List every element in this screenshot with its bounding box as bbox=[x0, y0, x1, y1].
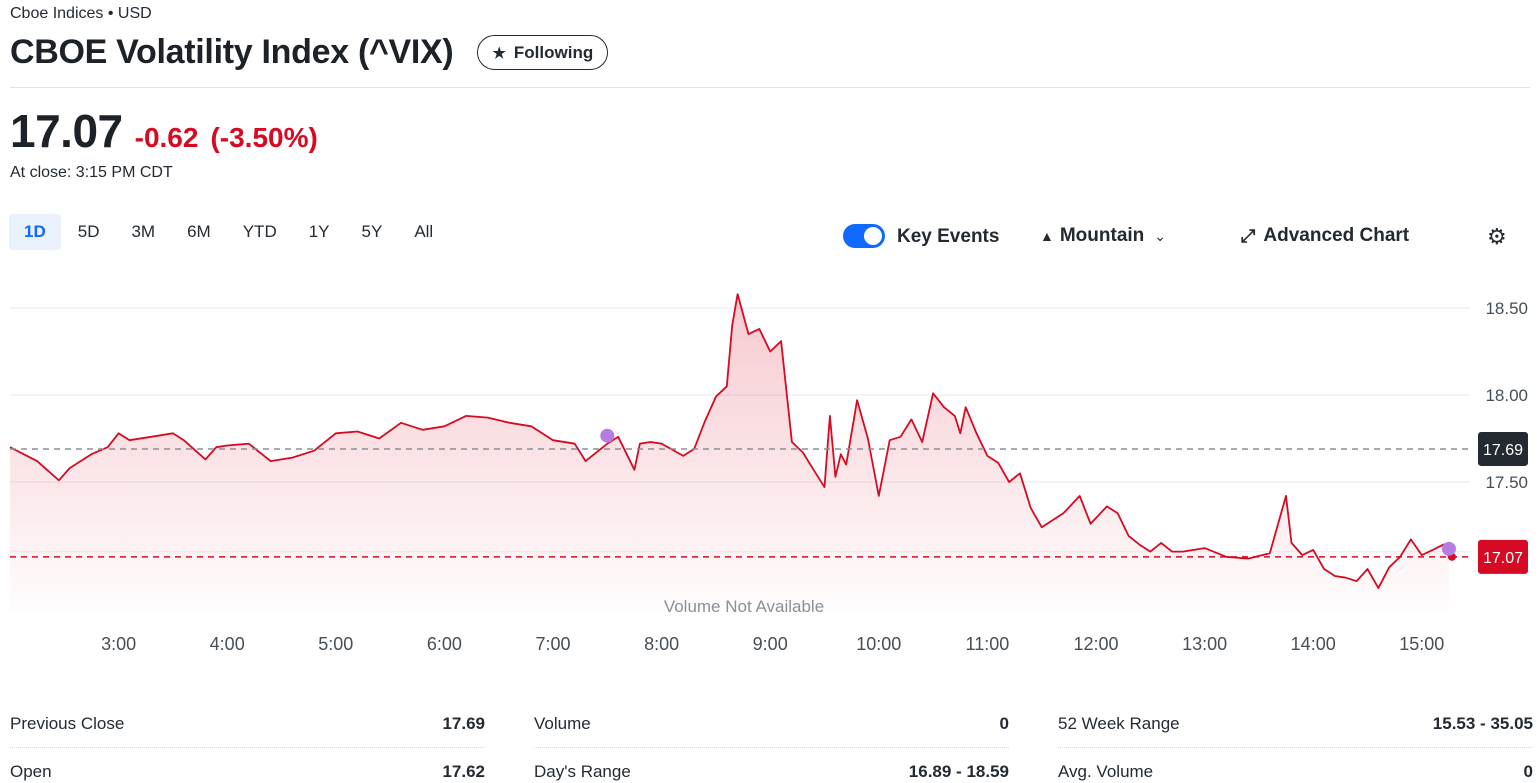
price-change-percent: (-3.50%) bbox=[210, 122, 318, 153]
chart-type-label: Mountain bbox=[1059, 225, 1145, 246]
y-tick-label: 17.50 bbox=[1485, 473, 1528, 492]
x-tick-label: 13:00 bbox=[1182, 634, 1227, 654]
previous-close-label: 17.69 bbox=[1483, 442, 1523, 459]
range-1y[interactable]: 1Y bbox=[308, 222, 330, 241]
advanced-chart-button[interactable]: ⤢ Advanced Chart bbox=[1241, 225, 1409, 247]
x-tick-label: 6:00 bbox=[427, 634, 462, 654]
key-events-label[interactable]: Key Events bbox=[897, 226, 1000, 247]
x-tick-label: 12:00 bbox=[1073, 634, 1118, 654]
volume-not-available: Volume Not Available bbox=[664, 597, 824, 616]
stats-column: Volume 0 Day's Range 16.89 - 18.59 bbox=[534, 700, 1009, 783]
stat-value: 15.53 - 35.05 bbox=[1432, 713, 1533, 733]
chart-type-dropdown[interactable]: ▲ Mountain ⌄ bbox=[1040, 225, 1166, 247]
stat-label: Volume bbox=[534, 713, 591, 733]
y-tick-label: 18.50 bbox=[1485, 299, 1528, 318]
y-tick-label: 18.00 bbox=[1485, 386, 1528, 405]
stat-label: Open bbox=[10, 761, 52, 781]
chevron-down-icon: ⌄ bbox=[1154, 227, 1167, 244]
page-title: CBOE Volatility Index (^VIX) bbox=[10, 33, 454, 71]
stat-row: 52 Week Range 15.53 - 35.05 bbox=[1058, 700, 1533, 748]
header-divider bbox=[10, 87, 1530, 88]
stat-row: Volume 0 bbox=[534, 700, 1009, 748]
range-1d[interactable]: 1D bbox=[9, 214, 61, 250]
stat-value: 17.62 bbox=[442, 761, 485, 781]
gear-icon[interactable]: ⚙ bbox=[1487, 224, 1507, 249]
stat-label: Previous Close bbox=[10, 713, 125, 733]
key-events-toggle[interactable] bbox=[843, 224, 885, 248]
following-label: Following bbox=[513, 42, 594, 62]
previous-close-badge bbox=[1478, 431, 1528, 466]
stat-value: 17.69 bbox=[442, 713, 485, 733]
price-area bbox=[10, 294, 1449, 610]
last-price-label: 17.07 bbox=[1483, 550, 1523, 567]
range-5d[interactable]: 5D bbox=[77, 222, 100, 241]
stat-label: Day's Range bbox=[534, 761, 631, 781]
range-5y[interactable]: 5Y bbox=[361, 222, 383, 241]
stat-row: Open 17.62 bbox=[10, 748, 485, 783]
range-all[interactable]: All bbox=[414, 222, 434, 241]
following-button[interactable]: ★ Following bbox=[477, 35, 609, 70]
x-tick-label: 3:00 bbox=[101, 634, 136, 654]
expand-icon: ⤢ bbox=[1241, 225, 1256, 246]
current-price: 17.07 bbox=[10, 105, 123, 157]
price-change: -0.62 bbox=[134, 122, 199, 153]
stat-row: Day's Range 16.89 - 18.59 bbox=[534, 748, 1009, 783]
x-tick-label: 9:00 bbox=[753, 634, 788, 654]
last-price-badge bbox=[1478, 539, 1528, 574]
x-tick-label: 10:00 bbox=[856, 634, 901, 654]
price-row: 17.07 -0.62 (-3.50%) bbox=[10, 104, 318, 158]
key-event-marker bbox=[600, 428, 615, 443]
stat-row: Avg. Volume 0 bbox=[1058, 748, 1533, 783]
exchange-label: Cboe Indices • USD bbox=[10, 5, 152, 22]
x-tick-label: 15:00 bbox=[1399, 634, 1444, 654]
x-tick-label: 8:00 bbox=[644, 634, 679, 654]
stat-value: 0 bbox=[1523, 761, 1533, 781]
range-3m[interactable]: 3M bbox=[131, 222, 156, 241]
stat-label: 52 Week Range bbox=[1058, 713, 1180, 733]
range-6m[interactable]: 6M bbox=[187, 222, 211, 241]
stat-label: Avg. Volume bbox=[1058, 761, 1154, 781]
stats-column: 52 Week Range 15.53 - 35.05 Avg. Volume 0 bbox=[1058, 700, 1533, 783]
range-ytd[interactable]: YTD bbox=[242, 222, 277, 241]
star-icon: ★ bbox=[492, 44, 506, 62]
x-tick-label: 11:00 bbox=[966, 634, 1010, 654]
price-chart[interactable]: 18.50 18.00 17.50 3:00 4:00 5:00 6:00 7:00 8:00 9… bbox=[0, 280, 1540, 680]
mountain-icon: ▲ bbox=[1040, 228, 1054, 244]
market-close-time: At close: 3:15 PM CDT bbox=[10, 164, 173, 181]
range-selector: 1D 5D 3M 6M YTD 1Y 5Y All bbox=[9, 214, 450, 250]
stat-value: 16.89 - 18.59 bbox=[908, 761, 1009, 781]
stat-value: 0 bbox=[999, 713, 1009, 733]
advanced-chart-label: Advanced Chart bbox=[1263, 225, 1410, 246]
stat-row: Previous Close 17.69 bbox=[10, 700, 485, 748]
x-tick-label: 7:00 bbox=[535, 634, 570, 654]
key-event-marker bbox=[1441, 541, 1456, 556]
toggle-knob bbox=[864, 227, 882, 245]
title-row: CBOE Volatility Index (^VIX) ★ Following bbox=[10, 33, 609, 72]
x-tick-label: 14:00 bbox=[1291, 634, 1336, 654]
x-tick-label: 5:00 bbox=[318, 634, 353, 654]
stats-column: Previous Close 17.69 Open 17.62 bbox=[10, 700, 485, 783]
x-tick-label: 4:00 bbox=[210, 634, 245, 654]
